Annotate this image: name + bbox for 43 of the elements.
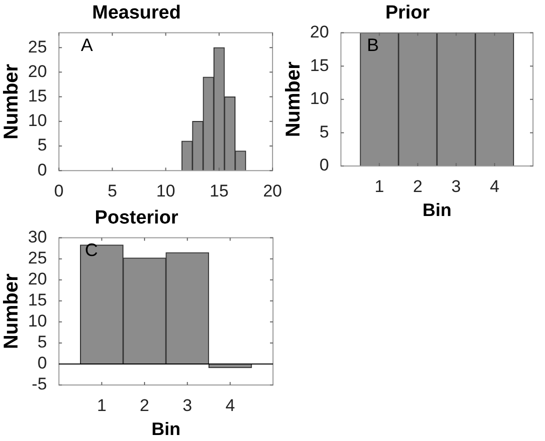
x-tick-label: 15 bbox=[210, 181, 229, 200]
y-axis-title: Number bbox=[0, 64, 23, 140]
chart-title: Measured bbox=[92, 2, 181, 24]
x-tick-label: 5 bbox=[108, 181, 118, 200]
y-axis-title: Number bbox=[282, 61, 305, 138]
x-tick-label: 3 bbox=[182, 396, 192, 415]
y-tick-label: 30 bbox=[28, 227, 47, 246]
x-tick-label: 3 bbox=[451, 176, 461, 196]
y-tick-label: 15 bbox=[310, 56, 329, 75]
x-tick-label: 4 bbox=[490, 176, 500, 196]
annotation: B bbox=[366, 34, 379, 55]
y-tick-label: 25 bbox=[28, 248, 47, 268]
x-tick-label: 10 bbox=[156, 181, 176, 200]
x-tick-label: 2 bbox=[413, 176, 422, 196]
x-axis-title: Bin bbox=[151, 419, 180, 440]
y-tick-label: 20 bbox=[28, 62, 47, 81]
x-axis-title: Bin bbox=[422, 200, 452, 220]
x-tick-label: 2 bbox=[140, 396, 150, 415]
annotation: C bbox=[84, 240, 98, 260]
y-tick-label: 20 bbox=[28, 270, 47, 289]
y-tick-label: 0 bbox=[37, 160, 47, 180]
annotation: A bbox=[80, 34, 93, 55]
y-tick-label: -5 bbox=[32, 374, 47, 394]
chart-title: Prior bbox=[385, 2, 430, 24]
y-tick-label: 15 bbox=[28, 86, 47, 106]
chart-title: Posterior bbox=[94, 208, 179, 229]
y-tick-label: 15 bbox=[28, 290, 47, 310]
y-tick-label: 5 bbox=[37, 136, 47, 155]
x-tick-label: 20 bbox=[263, 181, 282, 200]
x-tick-label: 1 bbox=[374, 176, 384, 196]
y-tick-label: 5 bbox=[319, 122, 329, 142]
x-tick-label: 1 bbox=[96, 396, 106, 415]
y-tick-label: 5 bbox=[37, 332, 47, 352]
y-tick-label: 20 bbox=[310, 22, 329, 42]
y-tick-label: 10 bbox=[310, 89, 329, 108]
y-tick-label: 0 bbox=[319, 156, 329, 175]
x-tick-label: 4 bbox=[225, 396, 235, 415]
y-tick-label: 10 bbox=[28, 111, 47, 130]
y-tick-label: 0 bbox=[37, 354, 47, 373]
x-tick-label: 0 bbox=[54, 181, 64, 200]
y-tick-label: 25 bbox=[28, 37, 47, 56]
y-axis-title: Number bbox=[0, 273, 23, 350]
y-tick-label: 10 bbox=[28, 312, 47, 331]
